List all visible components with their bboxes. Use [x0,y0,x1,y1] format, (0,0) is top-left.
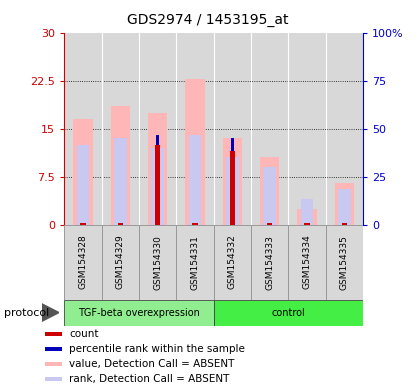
Bar [223,138,242,225]
Bar [155,145,160,225]
Bar [102,33,139,225]
Bar [342,223,347,225]
Bar [301,199,313,225]
Bar [45,376,61,381]
Bar [305,223,310,225]
Bar [111,106,130,225]
Bar [264,167,276,225]
Text: rank, Detection Call = ABSENT: rank, Detection Call = ABSENT [69,374,229,384]
Bar [45,362,61,366]
FancyBboxPatch shape [251,225,288,300]
Text: GSM154331: GSM154331 [190,235,200,290]
Text: value, Detection Call = ABSENT: value, Detection Call = ABSENT [69,359,234,369]
Bar [288,33,326,225]
Text: GSM154334: GSM154334 [303,235,312,290]
Text: GSM154329: GSM154329 [116,235,125,290]
FancyBboxPatch shape [214,300,363,326]
FancyBboxPatch shape [214,225,251,300]
Bar [338,189,351,225]
Bar [114,138,127,225]
Bar [193,223,198,225]
FancyBboxPatch shape [139,225,176,300]
Text: control: control [271,308,305,318]
Bar [139,33,176,225]
Polygon shape [42,304,59,321]
FancyBboxPatch shape [64,300,214,326]
Text: GDS2974 / 1453195_at: GDS2974 / 1453195_at [127,13,288,27]
Bar [77,145,89,225]
Bar [156,135,159,145]
Bar [45,347,61,351]
FancyBboxPatch shape [288,225,326,300]
Text: GSM154335: GSM154335 [340,235,349,290]
Bar [226,157,239,225]
Text: GSM154332: GSM154332 [228,235,237,290]
Bar [176,33,214,225]
Bar [230,151,235,225]
FancyBboxPatch shape [64,225,102,300]
Text: GSM154328: GSM154328 [78,235,88,290]
Bar [326,33,363,225]
Text: TGF-beta overexpression: TGF-beta overexpression [78,308,200,318]
FancyBboxPatch shape [326,225,363,300]
Bar [64,33,102,225]
Bar [260,157,279,225]
Text: GSM154330: GSM154330 [153,235,162,290]
Bar [151,148,164,225]
Text: GSM154333: GSM154333 [265,235,274,290]
FancyBboxPatch shape [102,225,139,300]
Bar [81,223,85,225]
Text: protocol: protocol [4,308,49,318]
Bar [118,223,123,225]
Bar [189,135,201,225]
Bar [148,113,167,225]
Text: count: count [69,329,98,339]
Bar [45,333,61,336]
Bar [214,33,251,225]
Bar [335,183,354,225]
Bar [186,79,205,225]
Bar [267,223,272,225]
Bar [251,33,288,225]
Bar [73,119,93,225]
FancyBboxPatch shape [176,225,214,300]
Text: percentile rank within the sample: percentile rank within the sample [69,344,245,354]
Bar [231,138,234,151]
Bar [298,209,317,225]
